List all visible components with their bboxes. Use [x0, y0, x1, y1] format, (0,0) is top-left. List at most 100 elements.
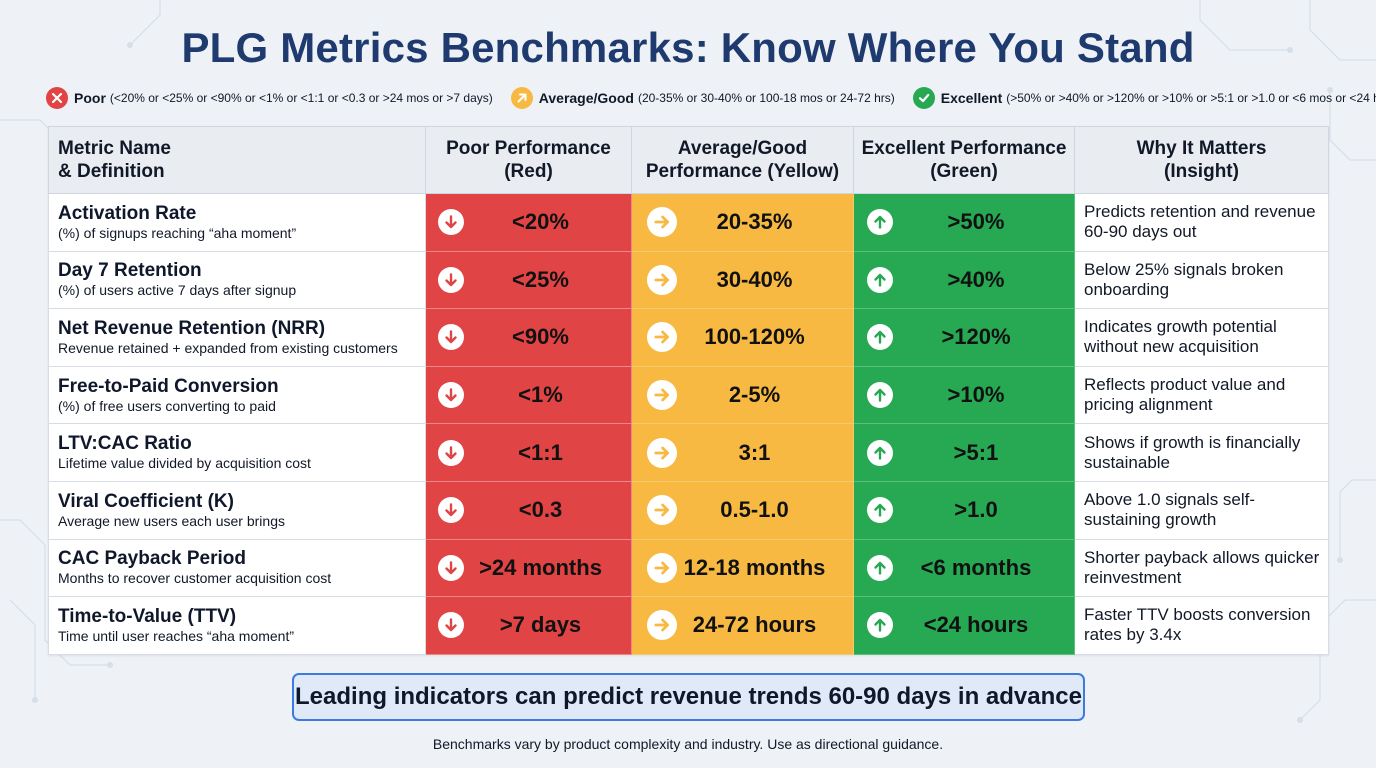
metric-definition: Time until user reaches “aha moment” — [58, 627, 295, 644]
average-value: 3:1 — [738, 439, 771, 465]
excellent-value: >10% — [947, 382, 1005, 408]
table-row: Net Revenue Retention (NRR) Revenue reta… — [48, 308, 1329, 367]
table-row: CAC Payback Period Months to recover cus… — [48, 538, 1329, 598]
poor-value: <20% — [512, 209, 569, 235]
metric-name: CAC Payback Period — [58, 548, 246, 570]
legend-excellent-desc: (>50% or >40% or >120% or >10% or >5:1 o… — [1006, 91, 1376, 105]
metric-definition: (%) of signups reaching “aha moment” — [58, 224, 297, 241]
header-why-line2: (Insight) — [1164, 161, 1239, 182]
excellent-value: >40% — [947, 266, 1005, 292]
insight-cell: Shorter payback allows quicker reinvestm… — [1074, 538, 1329, 598]
average-cell: 24-72 hours — [631, 596, 854, 655]
metric-cell: Free-to-Paid Conversion (%) of free user… — [48, 365, 426, 425]
legend: Poor (<20% or <25% or <90% or <1% or <1:… — [46, 85, 1376, 111]
poor-value: <0.3 — [518, 497, 563, 523]
average-cell: 30-40% — [631, 250, 854, 310]
x-circle-icon — [46, 87, 68, 109]
insight-cell: Indicates growth potential without new a… — [1074, 308, 1329, 367]
metric-name: LTV:CAC Ratio — [58, 433, 192, 455]
excellent-value: >120% — [941, 324, 1011, 350]
metric-cell: CAC Payback Period Months to recover cus… — [48, 538, 426, 598]
legend-poor: Poor (<20% or <25% or <90% or <1% or <1:… — [46, 87, 493, 109]
average-value: 12-18 months — [683, 554, 826, 580]
footnote: Benchmarks vary by product complexity an… — [432, 736, 944, 752]
legend-average-desc: (20-35% or 30-40% or 100-18 mos or 24-72… — [637, 91, 895, 105]
header-poor-line1: Poor Performance — [446, 138, 611, 159]
excellent-cell: >120% — [853, 308, 1075, 367]
arrow-up-circle-icon — [867, 439, 893, 466]
benchmarks-table: Metric Name & Definition Poor Performanc… — [48, 126, 1329, 655]
poor-value: <1% — [518, 382, 563, 408]
average-value: 0.5-1.0 — [720, 497, 789, 523]
metric-name: Net Revenue Retention (NRR) — [58, 317, 326, 339]
table-row: Activation Rate (%) of signups reaching … — [48, 193, 1329, 252]
average-value: 100-120% — [704, 324, 805, 350]
excellent-cell: >5:1 — [853, 423, 1075, 482]
arrow-right-circle-icon — [647, 380, 677, 411]
metric-name: Activation Rate — [58, 202, 197, 224]
excellent-value: >1.0 — [954, 497, 998, 523]
table-row: Day 7 Retention (%) of users active 7 da… — [48, 250, 1329, 310]
header-metric-line2: & Definition — [58, 161, 165, 182]
arrow-up-circle-icon — [867, 266, 893, 293]
header-excellent-line1: Excellent Performance — [861, 138, 1067, 159]
poor-cell: <90% — [425, 308, 632, 367]
header-average-line1: Average/Good — [677, 138, 808, 159]
arrow-down-circle-icon — [438, 554, 464, 581]
metric-name: Viral Coefficient (K) — [58, 490, 234, 512]
arrow-down-circle-icon — [438, 382, 464, 409]
metric-cell: Net Revenue Retention (NRR) Revenue reta… — [48, 308, 426, 367]
arrow-right-circle-icon — [647, 610, 677, 641]
metric-cell: Activation Rate (%) of signups reaching … — [48, 193, 426, 252]
arrow-down-circle-icon — [438, 439, 464, 466]
arrow-down-circle-icon — [438, 324, 464, 351]
metric-definition: Revenue retained + expanded from existin… — [58, 339, 398, 356]
table-row: Free-to-Paid Conversion (%) of free user… — [48, 365, 1329, 425]
arrow-up-circle-icon — [867, 324, 893, 351]
arrow-up-circle-icon — [867, 497, 893, 524]
arrow-down-circle-icon — [438, 497, 464, 524]
arrow-down-circle-icon — [438, 266, 464, 293]
metric-definition: Months to recover customer acquisition c… — [58, 570, 332, 587]
poor-cell: <1% — [425, 365, 632, 425]
table-row: LTV:CAC Ratio Lifetime value divided by … — [48, 423, 1329, 482]
arrow-right-circle-icon — [647, 552, 677, 583]
average-value: 20-35% — [716, 209, 793, 235]
legend-excellent-label: Excellent — [940, 90, 1003, 106]
header-average-line2: Performance (Yellow) — [645, 161, 840, 182]
insight-cell: Predicts retention and revenue 60-90 day… — [1074, 193, 1329, 252]
insight-cell: Below 25% signals broken onboarding — [1074, 250, 1329, 310]
poor-cell: <20% — [425, 193, 632, 252]
metric-cell: Day 7 Retention (%) of users active 7 da… — [48, 250, 426, 310]
average-cell: 20-35% — [631, 193, 854, 252]
header-excellent-line2: (Green) — [930, 161, 998, 182]
header-excellent: Excellent Performance (Green) — [853, 126, 1075, 194]
header-metric: Metric Name & Definition — [48, 126, 426, 194]
legend-poor-label: Poor — [74, 90, 106, 106]
header-why: Why It Matters (Insight) — [1074, 126, 1329, 194]
metric-name: Day 7 Retention — [58, 260, 202, 282]
metric-name: Free-to-Paid Conversion — [58, 375, 279, 397]
metric-definition: (%) of free users converting to paid — [58, 397, 276, 414]
arrow-right-circle-icon — [647, 437, 677, 468]
poor-value: <1:1 — [518, 439, 563, 465]
average-cell: 3:1 — [631, 423, 854, 482]
insight-cell: Faster TTV boosts conversion rates by 3.… — [1074, 596, 1329, 655]
check-circle-icon — [912, 87, 935, 109]
excellent-cell: >40% — [853, 250, 1075, 310]
legend-excellent: Excellent (>50% or >40% or >120% or >10%… — [912, 87, 1376, 109]
legend-poor-desc: (<20% or <25% or <90% or <1% or <1:1 or … — [109, 91, 493, 105]
arrow-up-circle-icon — [867, 209, 893, 236]
average-value: 2-5% — [728, 382, 781, 408]
excellent-cell: >1.0 — [853, 480, 1075, 540]
excellent-value: >50% — [947, 209, 1005, 235]
excellent-cell: <6 months — [853, 538, 1075, 598]
excellent-cell: >50% — [853, 193, 1075, 252]
metric-definition: Average new users each user brings — [58, 512, 285, 529]
poor-value: >7 days — [499, 612, 582, 638]
poor-cell: >24 months — [425, 538, 632, 598]
arrow-down-circle-icon — [438, 612, 464, 639]
insight-cell: Reflects product value and pricing align… — [1074, 365, 1329, 425]
poor-cell: <0.3 — [425, 480, 632, 540]
